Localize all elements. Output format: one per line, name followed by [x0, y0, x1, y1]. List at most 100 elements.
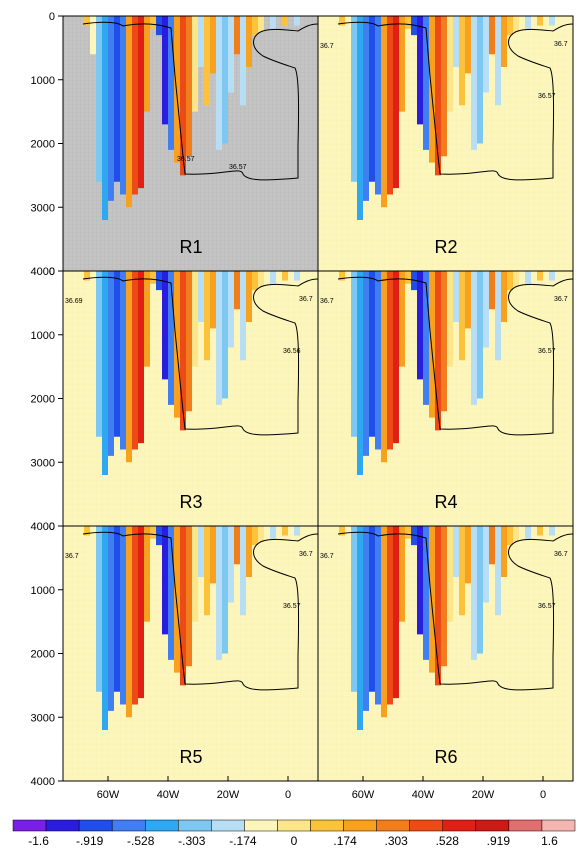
anomaly-cell: [477, 16, 483, 144]
anomaly-cell: [549, 16, 555, 26]
panel-label: R6: [434, 747, 457, 767]
anomaly-cell: [258, 526, 264, 542]
anomaly-cell: [126, 271, 132, 463]
contour-label: 36.7: [320, 553, 334, 560]
anomaly-field: [84, 526, 300, 730]
anomaly-cell: [381, 271, 387, 463]
anomaly-cell: [114, 16, 120, 182]
anomaly-cell: [204, 271, 210, 361]
y-tick-label: 0: [49, 266, 55, 278]
x-tick-label: 60W: [97, 789, 120, 801]
colorbar-label: -1.6: [28, 834, 49, 848]
anomaly-cell: [234, 16, 240, 55]
anomaly-cell: [489, 526, 495, 565]
anomaly-cell: [192, 16, 198, 112]
colorbar-swatch: [111, 819, 146, 832]
anomaly-cell: [198, 271, 204, 322]
anomaly-cell: [453, 526, 459, 577]
contour-label: 36.57: [229, 164, 247, 171]
anomaly-cell: [210, 526, 216, 584]
y-tick-label: 3000: [31, 712, 55, 724]
colorbar-swatch: [508, 819, 543, 832]
anomaly-cell: [198, 16, 204, 67]
panel-label: R4: [434, 492, 457, 512]
anomaly-cell: [192, 526, 198, 622]
anomaly-cell: [144, 271, 150, 367]
panel-label: R5: [179, 747, 202, 767]
y-tick-label: 4000: [31, 776, 55, 788]
anomaly-cell: [210, 16, 216, 74]
anomaly-cell: [357, 526, 363, 730]
panel-frame: [317, 525, 574, 782]
anomaly-cell: [369, 271, 375, 437]
contour-label: 36.57: [538, 603, 556, 610]
anomaly-field: [84, 271, 300, 475]
anomaly-cell: [441, 16, 447, 157]
anomaly-cell: [90, 271, 96, 310]
y-tick-label: 1000: [31, 585, 55, 597]
anomaly-cell: [399, 271, 405, 367]
anomaly-cell: [282, 526, 288, 536]
anomaly-cell: [381, 526, 387, 718]
anomaly-cell: [393, 271, 399, 444]
anomaly-cell: [210, 271, 216, 329]
anomaly-cell: [429, 271, 435, 418]
anomaly-cell: [96, 526, 102, 692]
anomaly-cell: [537, 271, 543, 281]
anomaly-cell: [282, 271, 288, 281]
anomaly-cell: [423, 16, 429, 150]
anomaly-cell: [138, 271, 144, 444]
anomaly-cell: [150, 16, 156, 29]
panel-r6: 36.7 36.7 36.57 R6: [317, 525, 574, 782]
anomaly-cell: [387, 526, 393, 705]
anomaly-cell: [507, 526, 513, 546]
anomaly-cell: [507, 271, 513, 291]
anomaly-cell: [417, 526, 423, 635]
colorbar-swatch: [343, 819, 377, 832]
contour-label: 36.69: [65, 298, 83, 305]
anomaly-cell: [228, 271, 234, 348]
anomaly-cell: [144, 526, 150, 622]
anomaly-cell: [471, 526, 477, 660]
anomaly-cell: [399, 16, 405, 112]
anomaly-cell: [345, 16, 351, 55]
anomaly-cell: [180, 526, 186, 686]
anomaly-cell: [228, 16, 234, 93]
colorbar-swatch: [12, 819, 47, 832]
anomaly-cell: [501, 271, 507, 322]
salinity-contour: [82, 21, 319, 181]
contour-label: 36.7: [320, 43, 334, 50]
anomaly-cell: [525, 271, 531, 284]
contour-label: 36.7: [65, 553, 79, 560]
panel-label: R1: [179, 237, 202, 257]
anomaly-cell: [132, 271, 138, 450]
anomaly-cell: [258, 271, 264, 287]
y-tick-label: 0: [49, 11, 55, 23]
anomaly-cell: [345, 526, 351, 565]
anomaly-cell: [252, 271, 258, 291]
anomaly-cell: [549, 526, 555, 536]
x-tick-label: 0: [540, 789, 546, 801]
anomaly-cell: [357, 271, 363, 475]
anomaly-cell: [228, 526, 234, 603]
anomaly-cell: [180, 16, 186, 176]
panel-r1: 36.57 36.57 R1: [62, 15, 319, 272]
anomaly-cell: [108, 271, 114, 456]
contour-label: 36.7: [299, 551, 313, 558]
anomaly-cell: [108, 16, 114, 201]
anomaly-cell: [246, 16, 252, 67]
anomaly-cell: [477, 526, 483, 654]
anomaly-cell: [252, 526, 258, 546]
colorbar-label: .174: [333, 834, 357, 848]
anomaly-cell: [471, 271, 477, 405]
anomaly-cell: [417, 271, 423, 380]
anomaly-field: [339, 16, 555, 220]
anomaly-cell: [186, 526, 192, 667]
anomaly-cell: [252, 16, 258, 36]
anomaly-cell: [246, 271, 252, 322]
colorbar-label: -.303: [178, 834, 206, 848]
anomaly-cell: [441, 271, 447, 412]
y-tick-label: 2000: [31, 649, 55, 661]
anomaly-cell: [294, 526, 300, 536]
y-axis-middle: 0 1000 2000 3000 4000: [31, 266, 63, 533]
